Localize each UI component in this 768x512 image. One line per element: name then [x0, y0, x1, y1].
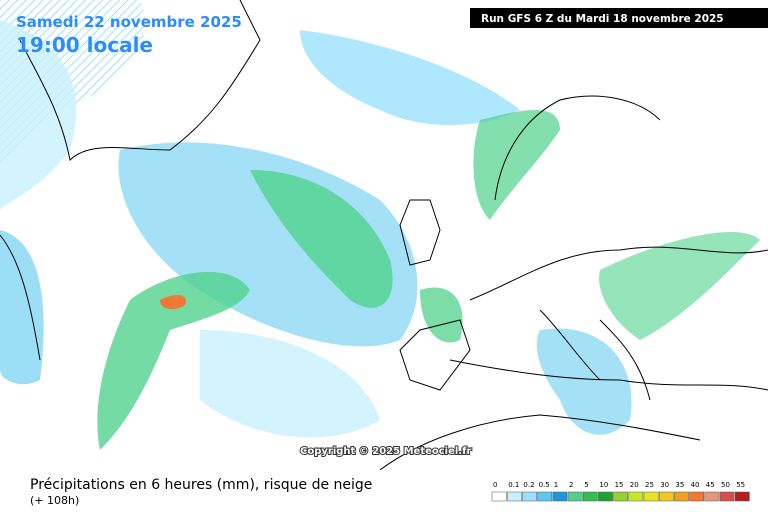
legend-swatch: [537, 491, 553, 502]
legend-label: 5: [584, 481, 588, 489]
legend-swatch: [719, 491, 735, 502]
legend-swatch: [613, 491, 629, 502]
legend-swatch: [689, 491, 705, 502]
caption: Précipitations en 6 heures (mm), risque …: [30, 477, 372, 493]
legend-label: 0.5: [539, 481, 550, 489]
legend-swatch: [674, 491, 689, 502]
legend-label: 20: [630, 481, 639, 489]
legend-label: 1: [554, 481, 558, 489]
local-time: 19:00 locale: [16, 33, 153, 57]
legend-label: 25: [645, 481, 654, 489]
legend-swatch: [582, 491, 598, 502]
legend-swatch: [734, 491, 750, 502]
legend-swatch: [567, 491, 583, 502]
legend-label: 45: [706, 481, 715, 489]
forecast-date: Samedi 22 novembre 2025: [16, 13, 242, 31]
run-info: Run GFS 6 Z du Mardi 18 novembre 2025: [481, 13, 724, 25]
legend-swatch: [522, 491, 537, 502]
legend-label: 30: [660, 481, 669, 489]
legend-label: 15: [615, 481, 624, 489]
legend-label: 0: [493, 481, 497, 489]
legend-swatch: [491, 491, 507, 502]
legend-swatch: [506, 491, 522, 502]
legend-swatch: [643, 491, 659, 502]
legend-label: 35: [675, 481, 684, 489]
copyright: Copyright © 2025 Meteociel.fr: [300, 446, 471, 457]
legend-label: 10: [599, 481, 608, 489]
legend-label: 55: [736, 481, 745, 489]
footer: [0, 470, 768, 512]
legend-label: 40: [691, 481, 700, 489]
legend-swatch: [598, 491, 613, 502]
legend-label: 2: [569, 481, 573, 489]
lead-time: (+ 108h): [30, 494, 79, 507]
color-legend: 0 0.1 0.2 0.5 1 2 5 10 15 20 25 30 35 40 45 50 55: [491, 481, 750, 502]
run-box: [470, 8, 768, 28]
legend-swatch: [552, 491, 568, 502]
legend-label: 0.2: [523, 481, 534, 489]
map-area: [0, 0, 768, 471]
legend-label: 0.1: [508, 481, 519, 489]
legend-swatch: [704, 491, 720, 502]
legend-label: 50: [721, 481, 730, 489]
legend-swatch: [658, 491, 674, 502]
legend-swatch: [628, 491, 644, 502]
